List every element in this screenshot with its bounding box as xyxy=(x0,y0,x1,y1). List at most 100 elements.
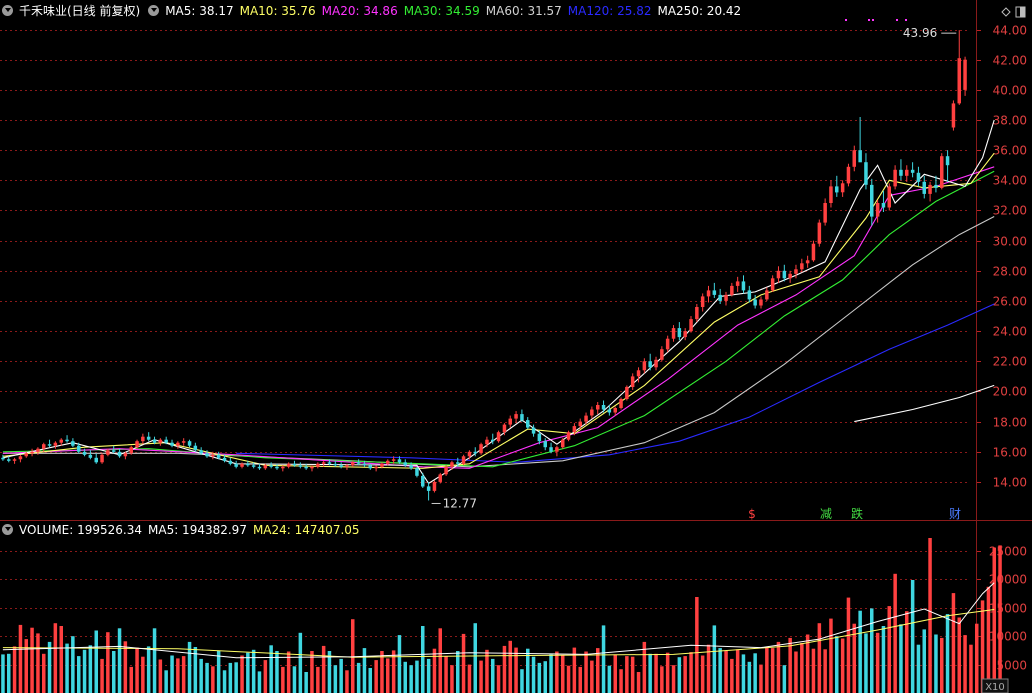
price-annotations: 43.96 12.77 xyxy=(431,26,957,510)
candle-body xyxy=(432,481,437,491)
candle-body xyxy=(193,445,198,451)
event-marker[interactable]: 减 xyxy=(820,507,832,520)
candle-body xyxy=(467,451,472,457)
candle-body xyxy=(625,386,629,399)
volume-bar xyxy=(211,666,215,693)
price-tick-label: 22.00 xyxy=(993,355,1027,369)
volume-bar xyxy=(875,632,880,693)
candle-body xyxy=(100,454,104,463)
price-panel-header: 千禾味业(日线 前复权) MA5: 38.17 MA10: 35.76 MA20: 3… xyxy=(2,1,747,21)
candle-body xyxy=(695,307,699,320)
price-tick-label: 18.00 xyxy=(993,416,1027,430)
volume-bar xyxy=(683,656,687,693)
volume-bar xyxy=(712,625,717,693)
volume-bar xyxy=(975,623,979,693)
volume-bar xyxy=(345,670,349,693)
candle-body xyxy=(794,269,798,274)
candle-body xyxy=(776,270,781,279)
candle-body xyxy=(648,361,652,368)
volume-dropdown-icon[interactable] xyxy=(2,524,13,535)
candle-body xyxy=(881,203,886,208)
candle-body xyxy=(234,463,238,467)
volume-bar xyxy=(840,638,845,693)
candle-body xyxy=(450,462,454,467)
volume-ma5-line xyxy=(2,582,995,659)
volume-bar xyxy=(596,648,600,693)
volume-bar xyxy=(222,670,227,693)
signal-dot xyxy=(896,19,898,21)
candle-body xyxy=(520,414,524,421)
volume-bar xyxy=(467,664,472,693)
candle-body xyxy=(829,186,833,203)
event-markers[interactable]: $ 减 跌 财 xyxy=(748,506,961,520)
volume-bar xyxy=(415,660,419,693)
volume-bar xyxy=(356,662,361,693)
candle-body xyxy=(12,459,17,461)
candle-body xyxy=(386,460,390,464)
event-marker[interactable]: 跌 xyxy=(851,506,863,520)
candle-body xyxy=(176,442,180,446)
volume-bar xyxy=(112,651,116,693)
candle-body xyxy=(835,186,839,193)
candle-body xyxy=(718,294,722,301)
candle-body xyxy=(502,424,507,433)
volume-bar xyxy=(922,629,926,693)
volume-bar xyxy=(572,647,577,693)
low-price-label: 12.77 xyxy=(443,496,477,510)
volume-ma24-line xyxy=(2,609,995,658)
volume-bar xyxy=(619,669,623,693)
candle-body xyxy=(572,426,577,433)
candle-body xyxy=(619,399,623,408)
volume-bar xyxy=(176,658,180,693)
candle-body xyxy=(246,463,250,466)
indicator-dropdown-icon[interactable] xyxy=(148,5,160,16)
candles xyxy=(1,19,967,501)
ma10-line xyxy=(2,152,995,469)
candle-body xyxy=(205,453,209,457)
candle-body xyxy=(578,421,582,427)
volume-bar xyxy=(817,623,822,693)
volume-bar xyxy=(508,640,512,693)
volume-bar xyxy=(292,666,297,693)
candle-body xyxy=(596,405,600,410)
volume-bar xyxy=(969,644,973,693)
candle-body xyxy=(671,328,676,339)
volume-bar xyxy=(432,648,437,693)
candle-body xyxy=(164,439,168,443)
candle-body xyxy=(963,59,967,90)
settings-dropdown-icon[interactable] xyxy=(2,5,13,16)
volume-bar xyxy=(246,652,250,693)
volume-bar xyxy=(491,658,495,693)
volume-bar xyxy=(30,627,34,693)
volume-bar xyxy=(12,646,17,693)
candle-body xyxy=(316,463,320,467)
volume-bar xyxy=(304,672,308,693)
diamond-icon[interactable] xyxy=(1001,7,1011,17)
candle-body xyxy=(491,439,495,442)
volume-bar xyxy=(940,637,944,693)
volume-bar xyxy=(327,651,332,693)
panel-controls[interactable] xyxy=(1000,6,1028,18)
volume-bar xyxy=(123,641,128,693)
volume-bar xyxy=(146,646,151,693)
price-chart[interactable]: 44.00 42.00 40.00 38.00 36.00 34.00 32.00 30.00… xyxy=(0,0,1032,520)
volume-bar xyxy=(811,648,816,693)
ma20-line xyxy=(2,166,995,469)
volume-bar xyxy=(135,647,139,693)
event-marker[interactable]: $ xyxy=(748,507,756,520)
volume-bar xyxy=(910,580,915,693)
candle-body xyxy=(275,466,279,469)
event-marker[interactable]: 财 xyxy=(949,507,961,520)
candle-body xyxy=(613,408,617,413)
volume-bar xyxy=(870,608,874,693)
scale-badge xyxy=(981,678,1009,693)
candle-body xyxy=(47,444,52,446)
candle-body xyxy=(811,243,816,261)
volume-bar xyxy=(660,666,664,693)
candle-body xyxy=(800,263,804,270)
candle-body xyxy=(899,169,903,176)
candle-body xyxy=(216,454,221,458)
candle-body xyxy=(957,58,961,104)
candle-body xyxy=(456,462,460,464)
